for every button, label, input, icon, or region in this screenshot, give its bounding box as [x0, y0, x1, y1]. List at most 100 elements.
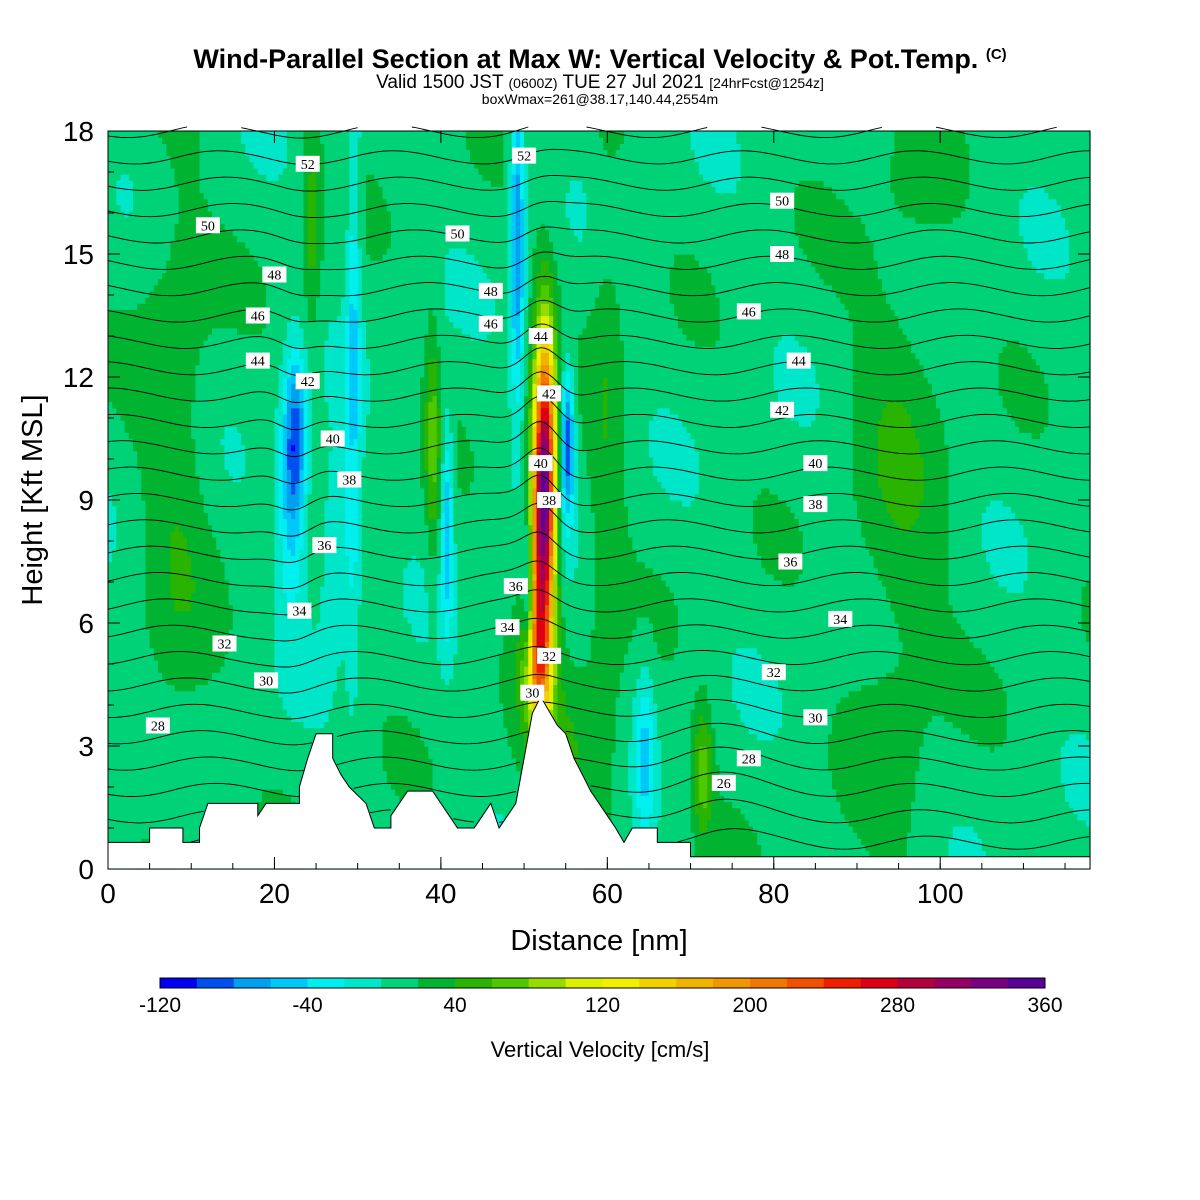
theta-label-text: 48	[775, 248, 789, 263]
theta-label-text: 42	[301, 375, 315, 390]
theta-label-text: 32	[767, 666, 781, 681]
theta-label: 34	[287, 603, 311, 620]
y-tick-label: 3	[78, 731, 94, 762]
theta-label: 46	[479, 316, 503, 333]
colorbar-tick-label: 40	[443, 994, 466, 1017]
colorbar-swatch	[824, 978, 861, 988]
theta-label-text: 30	[259, 674, 273, 689]
x-tick-label: 100	[917, 878, 964, 909]
theta-label: 30	[520, 685, 544, 702]
colorbar-swatch	[713, 978, 750, 988]
theta-label: 30	[254, 672, 278, 689]
colorbar-swatch	[529, 978, 566, 988]
colorbar-swatch	[418, 978, 455, 988]
theta-label: 52	[512, 148, 536, 165]
colorbar-swatch	[750, 978, 787, 988]
theta-label-text: 42	[775, 404, 789, 419]
x-tick-label: 40	[425, 878, 456, 909]
theta-label: 32	[537, 648, 561, 665]
theta-label-text: 40	[808, 457, 822, 472]
theta-label-text: 36	[317, 539, 331, 554]
theta-label-text: 48	[484, 285, 498, 300]
theta-label: 38	[537, 492, 561, 509]
theta-label-text: 36	[509, 580, 523, 595]
colorbar-swatch	[234, 978, 271, 988]
x-tick-label: 20	[259, 878, 290, 909]
theta-label: 40	[321, 431, 345, 448]
theta-label: 44	[246, 353, 270, 370]
theta-label: 30	[803, 709, 827, 726]
colorbar-swatch	[492, 978, 529, 988]
x-tick-label: 0	[100, 878, 116, 909]
theta-label-text: 44	[534, 330, 548, 345]
theta-label-text: 50	[451, 228, 465, 243]
colorbar-swatch	[308, 978, 345, 988]
colorbar-tick-label: 280	[880, 994, 915, 1017]
colorbar-tick-label: 120	[585, 994, 620, 1017]
y-tick-label: 6	[78, 608, 94, 639]
theta-label-text: 50	[775, 195, 789, 210]
theta-label: 42	[296, 373, 320, 390]
theta-label: 52	[296, 156, 320, 173]
theta-label-text: 44	[251, 355, 265, 370]
colorbar-swatch	[455, 978, 492, 988]
theta-label-text: 46	[742, 305, 756, 320]
theta-label: 28	[146, 718, 170, 735]
theta-label-text: 34	[833, 613, 847, 628]
x-tick-label: 60	[592, 878, 623, 909]
theta-label-text: 30	[808, 711, 822, 726]
x-tick-label: 80	[758, 878, 789, 909]
y-tick-label: 12	[63, 362, 94, 393]
colorbar-swatch	[603, 978, 640, 988]
colorbar-tick-label: -40	[292, 994, 322, 1017]
colorbar-swatch	[787, 978, 824, 988]
colorbar-swatch	[197, 978, 234, 988]
colorbar-swatch	[160, 978, 197, 988]
theta-label-text: 32	[218, 638, 232, 653]
colorbar-swatch	[344, 978, 381, 988]
y-tick-label: 15	[63, 239, 94, 270]
theta-label: 50	[196, 217, 220, 234]
theta-label-text: 46	[484, 318, 498, 333]
theta-label-text: 40	[326, 433, 340, 448]
theta-label-text: 38	[342, 474, 356, 489]
theta-label-text: 28	[742, 752, 756, 767]
x-axis-label: Distance [nm]	[510, 925, 687, 957]
theta-label-text: 42	[542, 387, 556, 402]
theta-label: 40	[803, 455, 827, 472]
y-tick-label: 18	[63, 116, 94, 147]
theta-label-text: 52	[517, 150, 531, 165]
theta-label: 46	[737, 303, 761, 320]
colorbar-label: Vertical Velocity [cm/s]	[491, 1037, 710, 1062]
theta-label-text: 38	[808, 498, 822, 513]
theta-label-text: 30	[525, 687, 539, 702]
colorbar-swatch	[934, 978, 971, 988]
theta-label: 44	[787, 353, 811, 370]
theta-label: 38	[803, 496, 827, 513]
theta-label: 44	[529, 328, 553, 345]
theta-label: 50	[446, 226, 470, 243]
y-axis-label: Height [Kft MSL]	[17, 394, 49, 605]
theta-label: 46	[246, 308, 270, 325]
colorbar-swatch	[566, 978, 603, 988]
velocity-heatmap	[108, 131, 1091, 870]
theta-label: 40	[529, 455, 553, 472]
theta-label: 42	[770, 402, 794, 419]
colorbar-tick-label: 200	[732, 994, 767, 1017]
theta-label: 34	[828, 611, 852, 628]
theta-label-text: 28	[151, 720, 165, 735]
colorbar-swatch	[639, 978, 676, 988]
theta-label-text: 52	[301, 158, 315, 173]
theta-label-text: 44	[792, 355, 806, 370]
theta-label: 48	[262, 267, 286, 284]
theta-label-text: 50	[201, 219, 215, 234]
colorbar-swatch	[381, 978, 418, 988]
colorbar-tick-label: 360	[1027, 994, 1062, 1017]
theta-label-text: 34	[501, 621, 515, 636]
colorbar-swatch	[861, 978, 898, 988]
theta-label: 48	[479, 283, 503, 300]
colorbar-swatch	[676, 978, 713, 988]
theta-label: 50	[770, 193, 794, 210]
theta-label-text: 48	[267, 269, 281, 284]
